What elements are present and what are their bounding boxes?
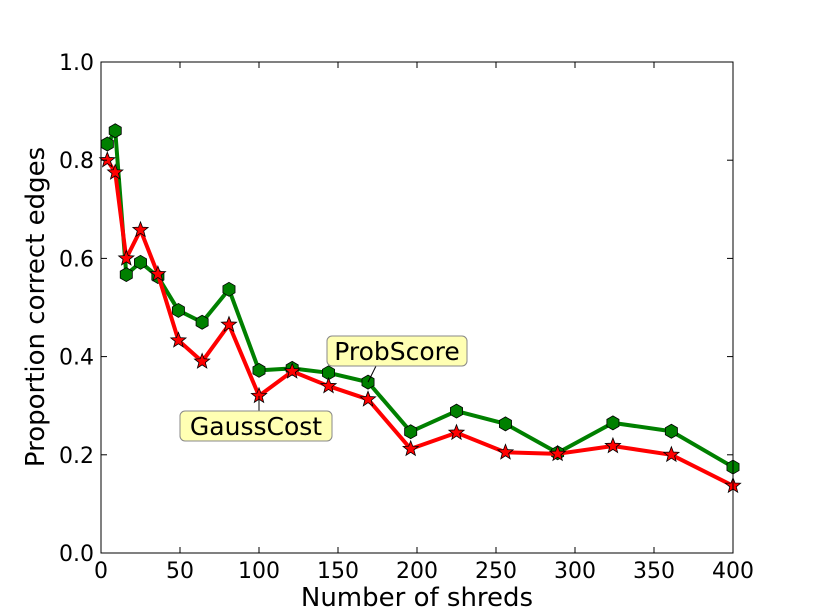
data-point <box>119 267 133 283</box>
ticks-layer: 0 50 100 150 200 250 300 350 400 0.0 0.2 0.4 0.6 0.8 1… <box>59 51 754 584</box>
annotation-box <box>179 410 333 442</box>
data-point <box>169 331 188 348</box>
x-axis-label: Number of shreds <box>301 583 533 613</box>
x-tick-label: 200 <box>396 559 438 584</box>
data-point <box>193 352 211 369</box>
x-tick-label: 350 <box>633 559 675 584</box>
data-point <box>499 416 512 432</box>
data-point <box>108 123 122 139</box>
data-point <box>401 439 420 457</box>
annotation-label: ProbScore <box>334 337 460 366</box>
data-point <box>496 443 515 460</box>
annotation-label: GaussCost <box>190 412 322 441</box>
x-tick-label: 400 <box>712 559 754 584</box>
data-point <box>117 249 135 266</box>
x-tick-label: 100 <box>238 559 280 584</box>
data-point <box>548 444 567 462</box>
data-point <box>98 151 117 168</box>
x-tick-label: 250 <box>475 559 517 584</box>
data-point <box>447 423 466 441</box>
annotation-leader <box>367 365 377 383</box>
data-point <box>606 415 620 431</box>
annotation: ProbScore <box>326 335 468 383</box>
y-tick-label: 0.8 <box>59 149 94 174</box>
data-point <box>359 390 377 407</box>
x-tick-label: 50 <box>166 559 194 584</box>
y-tick-label: 0.2 <box>59 444 94 469</box>
data-point <box>664 423 678 439</box>
data-point <box>195 314 209 330</box>
data-point <box>450 403 463 419</box>
data-point <box>134 254 147 270</box>
data-point <box>149 264 167 282</box>
x-tick-label: 150 <box>317 559 359 584</box>
data-point <box>222 281 236 297</box>
annotation-layer: ProbScore GaussCost <box>179 335 468 442</box>
data-point <box>171 302 185 318</box>
data-point <box>106 163 124 180</box>
y-axis-label: Proportion correct edges <box>21 147 51 467</box>
data-point <box>220 315 238 333</box>
y-tick-label: 0.4 <box>59 346 94 371</box>
data-point <box>252 362 266 378</box>
y-tick-label: 0.0 <box>59 542 94 567</box>
annotation: GaussCost <box>179 395 333 442</box>
data-point <box>604 436 622 454</box>
x-tick-label: 300 <box>554 559 596 584</box>
plot-frame <box>100 61 734 554</box>
data-point <box>404 424 418 440</box>
data-point <box>283 362 301 379</box>
data-point <box>100 136 114 152</box>
data-point <box>131 220 150 238</box>
annotation-box <box>326 335 468 367</box>
y-tick-label: 0.6 <box>59 247 94 272</box>
y-tick-label: 1.0 <box>59 51 94 76</box>
data-point <box>319 376 338 394</box>
x-tick-label: 0 <box>94 559 108 584</box>
series-layer <box>98 123 742 494</box>
data-point <box>662 445 681 463</box>
